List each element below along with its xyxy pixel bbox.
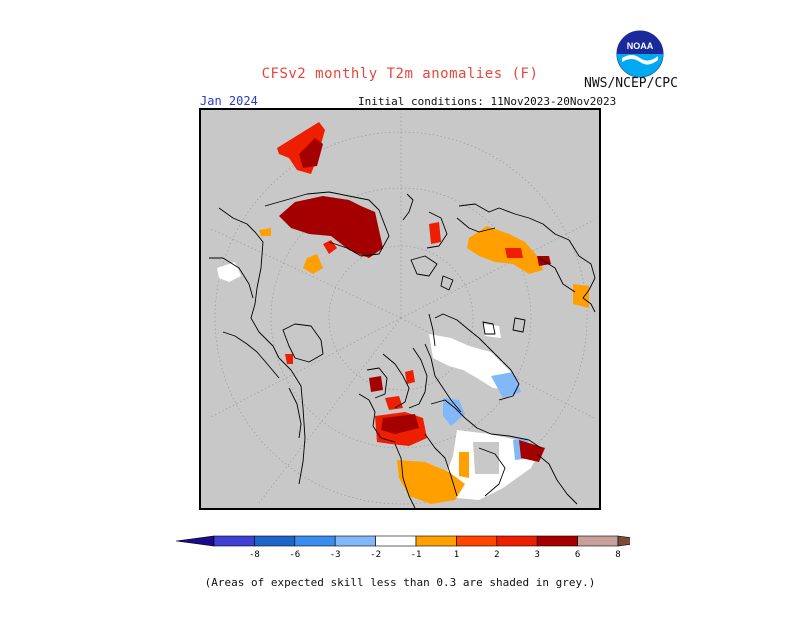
colorbar-segment [577, 535, 619, 547]
colorbar-tick-label: -3 [330, 550, 341, 560]
chart-title: CFSv2 monthly T2m anomalies (F) [261, 66, 539, 82]
colorbar-segment [213, 535, 255, 547]
initial-conditions: Initial conditions: 11Nov2023-20Nov2023 [358, 95, 617, 108]
anomaly-colorbar: -8 -6 -3 -2 -1 1 2 3 6 8 [175, 535, 630, 560]
colorbar-tick-label: -8 [249, 550, 260, 560]
colorbar-segment [294, 535, 336, 547]
logo-text: NOAA [627, 41, 654, 51]
anomaly-patches [217, 122, 589, 504]
colorbar-segment [456, 535, 498, 547]
colorbar-segment [375, 535, 417, 547]
agency-label: NWS/NCEP/CPC [584, 76, 678, 91]
graticule [208, 113, 595, 505]
colorbar-tick-label: -2 [370, 550, 381, 560]
colorbar-tip-low [175, 535, 215, 547]
colorbar-tick-label: 3 [534, 550, 539, 560]
colorbar-tick-label: 2 [494, 550, 499, 560]
colorbar-segment [254, 535, 296, 547]
coastlines [209, 191, 596, 509]
colorbar-segment [496, 535, 538, 547]
polar-anomaly-map [199, 108, 601, 510]
colorbar-tick-label: -6 [289, 550, 300, 560]
colorbar-segment [415, 535, 457, 547]
colorbar-tick-label: -1 [411, 550, 422, 560]
colorbar-tick-label: 8 [615, 550, 620, 560]
colorbar-tick-label: 1 [454, 550, 459, 560]
colorbar-segment [334, 535, 376, 547]
skill-footnote: (Areas of expected skill less than 0.3 a… [204, 576, 596, 589]
noaa-logo-icon: NOAA [616, 30, 664, 78]
forecast-month: Jan 2024 [200, 94, 258, 108]
colorbar-boxes [175, 535, 630, 547]
colorbar-tip-high [617, 535, 630, 547]
colorbar-labels: -8 -6 -3 -2 -1 1 2 3 6 8 [249, 550, 621, 560]
colorbar-tick-label: 6 [575, 550, 580, 560]
colorbar-segment [536, 535, 578, 547]
